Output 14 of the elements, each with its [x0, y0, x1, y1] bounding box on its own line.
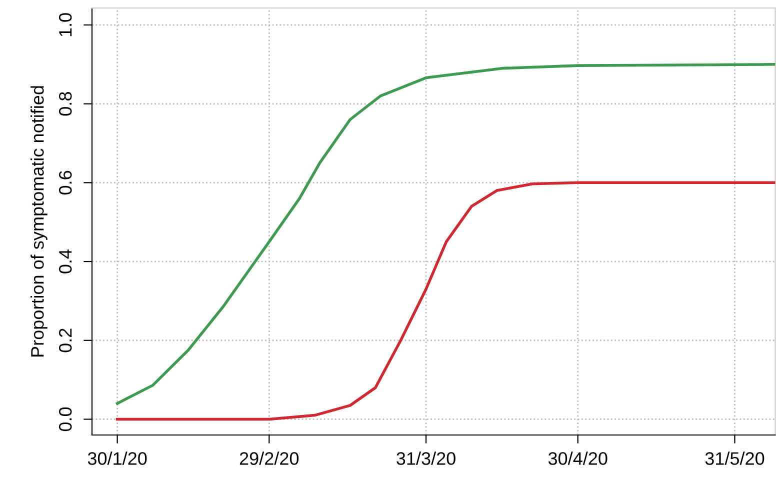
- x-tick-label: 31/3/20: [396, 452, 456, 465]
- x-tick-label: 30/1/20: [88, 452, 147, 465]
- y-tick-label: 0.4: [58, 249, 72, 274]
- x-tick-label: 29/2/20: [240, 452, 299, 465]
- y-tick-label: 0.8: [58, 92, 72, 116]
- y-tick-label: 0.2: [58, 328, 72, 352]
- y-axis-title: Proportion of symptomatic notified: [30, 86, 48, 356]
- line-series: [116, 181, 776, 421]
- x-tick-label: 31/5/20: [705, 452, 764, 465]
- y-tick-label: 0.6: [58, 170, 72, 195]
- line-series: [116, 62, 776, 405]
- y-tick-label: 0.0: [58, 407, 72, 432]
- y-tick-label: 1.0: [58, 13, 72, 36]
- x-tick-label: 30/4/20: [548, 452, 608, 465]
